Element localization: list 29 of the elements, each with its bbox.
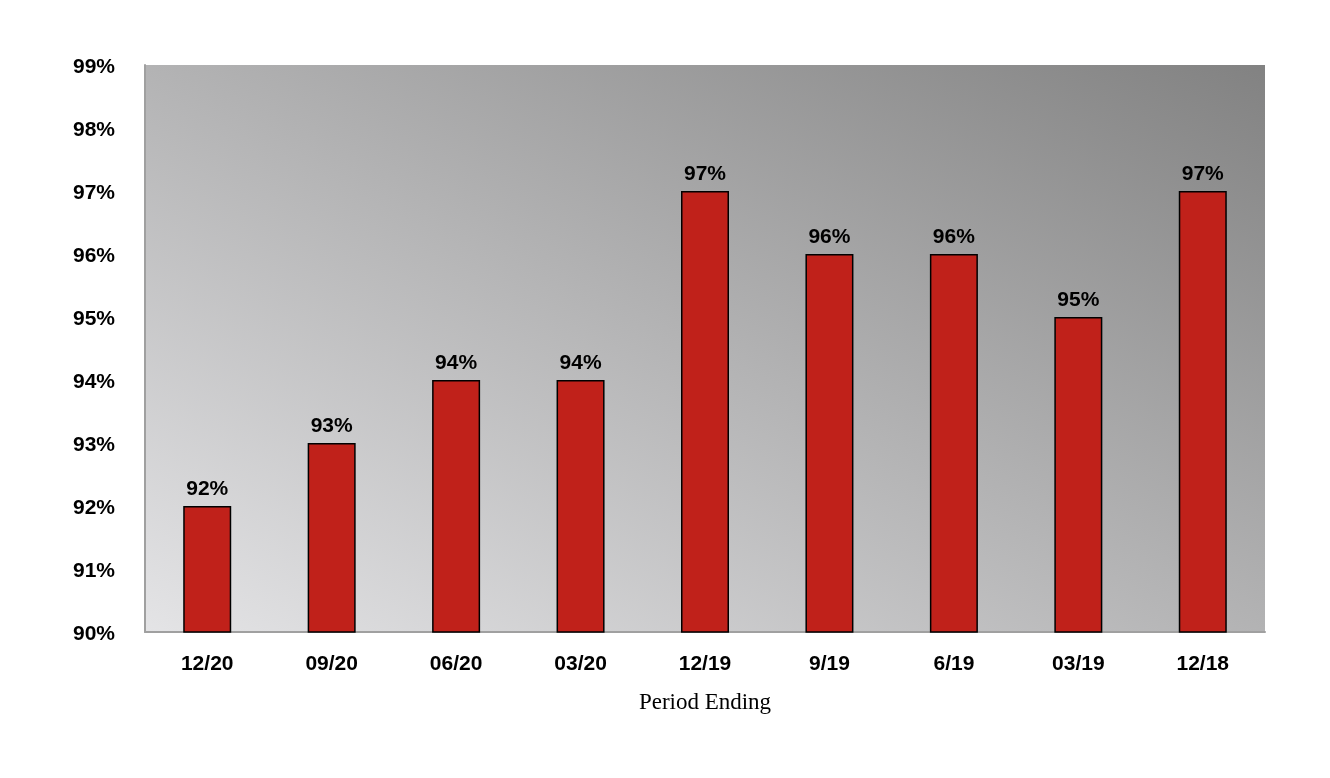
y-tick-label: 90% bbox=[72, 620, 116, 644]
data-label: 93% bbox=[310, 413, 354, 436]
data-label: 96% bbox=[932, 224, 976, 247]
x-tick-label: 6/19 bbox=[933, 651, 975, 674]
x-tick-label: 03/19 bbox=[1052, 651, 1105, 674]
y-tick-label: 98% bbox=[72, 116, 116, 140]
x-tick-label: 9/19 bbox=[809, 651, 850, 674]
x-tick-label: 12/19 bbox=[678, 651, 732, 674]
data-label: 97% bbox=[683, 161, 727, 184]
data-label: 97% bbox=[1181, 161, 1225, 184]
y-tick-label: 96% bbox=[72, 242, 116, 266]
x-tick-label: 12/20 bbox=[180, 651, 234, 674]
x-tick-label: 12/18 bbox=[1176, 651, 1230, 674]
x-tick-label: 06/20 bbox=[429, 651, 483, 674]
y-tick-label: 95% bbox=[72, 305, 116, 329]
y-tick-label: 93% bbox=[72, 431, 116, 455]
x-tick-label: 03/20 bbox=[554, 651, 607, 674]
y-tick-label: 91% bbox=[72, 557, 116, 581]
y-tick-label: 92% bbox=[72, 494, 116, 518]
y-tick-label: 94% bbox=[72, 368, 116, 392]
x-tick-label: 09/20 bbox=[305, 651, 358, 674]
y-tick-label: 97% bbox=[72, 179, 116, 203]
data-label: 92% bbox=[186, 476, 229, 499]
y-tick-label: 99% bbox=[72, 53, 116, 77]
data-label: 96% bbox=[808, 224, 851, 247]
x-axis-title: Period Ending bbox=[638, 689, 772, 714]
data-label: 94% bbox=[435, 350, 478, 373]
data-label: 95% bbox=[1057, 287, 1100, 310]
data-label: 94% bbox=[559, 350, 602, 373]
